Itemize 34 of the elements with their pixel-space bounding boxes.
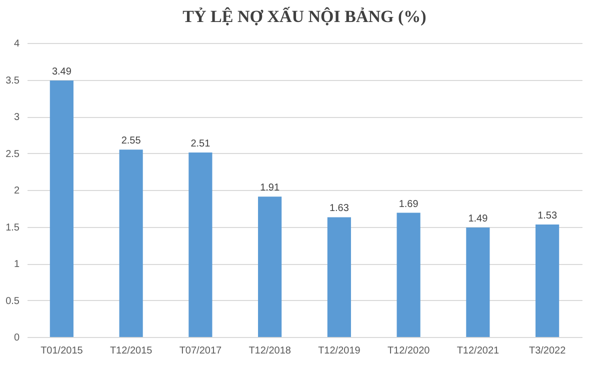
data-label: 2.51 [190,138,211,150]
y-tick-label: 1.5 [6,222,20,234]
x-tick-label: T07/2017 [179,346,222,356]
data-label: 1.69 [398,198,419,210]
x-tick-label: T12/2021 [456,346,500,356]
bar [119,150,143,337]
y-tick-label: 3.5 [6,75,20,86]
bar [50,80,74,337]
y-tick-label: 2.5 [6,148,20,160]
data-label: 3.49 [52,66,72,78]
data-label: 1.63 [329,203,350,214]
bar [466,227,490,337]
bar [327,217,351,337]
x-tick-label: T12/2019 [318,346,361,356]
y-tick-label: 3 [14,112,20,123]
data-label: 1.91 [260,182,280,194]
bar [396,212,420,337]
bar [258,196,282,337]
y-tick-label: 4 [14,38,20,50]
bar [536,224,560,337]
y-tick-label: 0.5 [6,296,20,307]
x-tick-label: T12/2018 [248,346,292,356]
x-tick-label: T01/2015 [40,346,84,356]
x-tick-label: T3/2022 [528,346,566,356]
y-tick-label: 2 [14,186,20,196]
data-label: 2.55 [121,136,142,147]
y-tick-label: 0 [14,332,20,344]
data-label: 1.49 [468,213,488,224]
x-tick-label: T12/2020 [387,346,430,356]
chart-title: TỶ LỆ NỢ XẤU NỘI BẢNG (%) [182,6,426,26]
x-tick-label: T12/2015 [110,346,153,356]
bar [188,152,212,337]
data-label: 1.53 [538,210,558,222]
y-tick-label: 1 [14,259,20,270]
